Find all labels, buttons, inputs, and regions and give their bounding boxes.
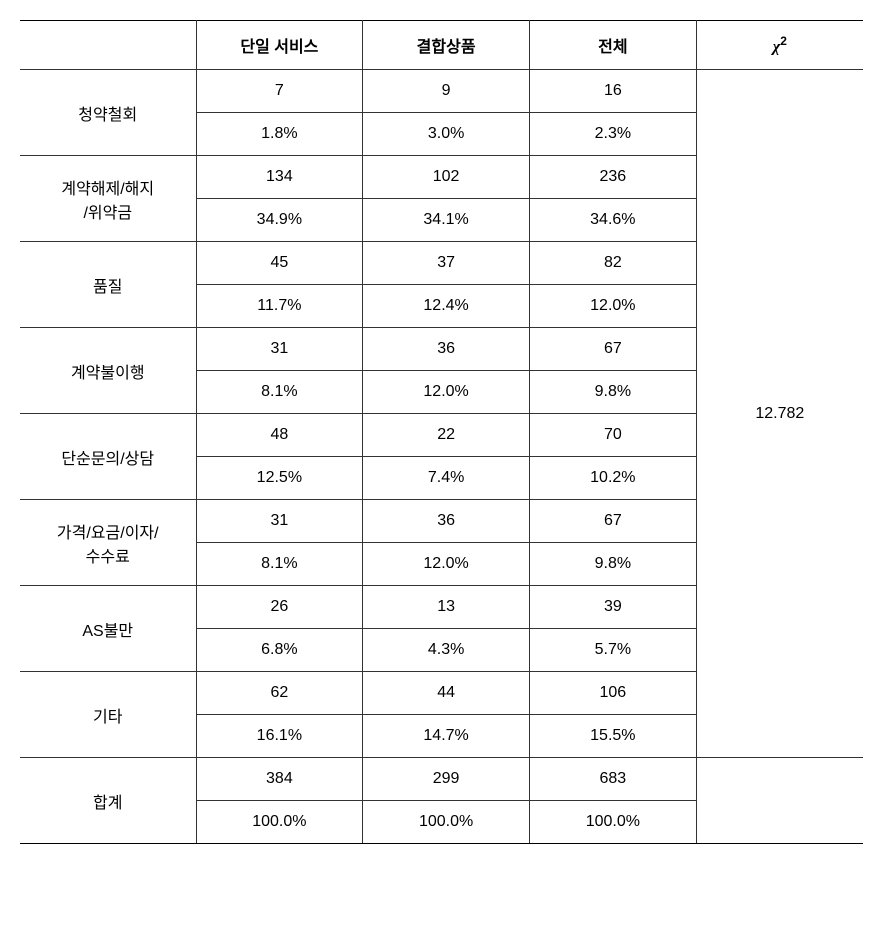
cell-count: 236 bbox=[529, 156, 696, 199]
cell-count: 44 bbox=[363, 672, 530, 715]
cell-count: 7 bbox=[196, 70, 363, 113]
cell-pct: 5.7% bbox=[529, 629, 696, 672]
cell-count: 70 bbox=[529, 414, 696, 457]
chi2-value: 12.782 bbox=[696, 70, 863, 758]
cell-count: 22 bbox=[363, 414, 530, 457]
row-label: 청약철회 bbox=[20, 70, 196, 156]
cell-pct: 7.4% bbox=[363, 457, 530, 500]
cell-count: 48 bbox=[196, 414, 363, 457]
cell-count: 9 bbox=[363, 70, 530, 113]
row-label: 계약해제/해지/위약금 bbox=[20, 156, 196, 242]
cell-count: 26 bbox=[196, 586, 363, 629]
cell-pct: 9.8% bbox=[529, 543, 696, 586]
row-label: 가격/요금/이자/수수료 bbox=[20, 500, 196, 586]
cell-pct: 1.8% bbox=[196, 113, 363, 156]
cell-count: 37 bbox=[363, 242, 530, 285]
cell-pct: 12.5% bbox=[196, 457, 363, 500]
cell-pct: 12.0% bbox=[529, 285, 696, 328]
cell-pct: 16.1% bbox=[196, 715, 363, 758]
cell-count: 134 bbox=[196, 156, 363, 199]
cell-pct: 2.3% bbox=[529, 113, 696, 156]
cell-count: 31 bbox=[196, 500, 363, 543]
chi-sup: 2 bbox=[780, 34, 787, 48]
cell-count: 13 bbox=[363, 586, 530, 629]
cell-count: 82 bbox=[529, 242, 696, 285]
cell-count: 16 bbox=[529, 70, 696, 113]
total-pct: 100.0% bbox=[529, 801, 696, 844]
cell-pct: 15.5% bbox=[529, 715, 696, 758]
cell-pct: 34.9% bbox=[196, 199, 363, 242]
cell-count: 62 bbox=[196, 672, 363, 715]
total-count: 683 bbox=[529, 758, 696, 801]
cell-count: 31 bbox=[196, 328, 363, 371]
cell-pct: 12.0% bbox=[363, 543, 530, 586]
cell-count: 106 bbox=[529, 672, 696, 715]
cell-count: 67 bbox=[529, 500, 696, 543]
total-pct: 100.0% bbox=[196, 801, 363, 844]
header-single-service: 단일 서비스 bbox=[196, 21, 363, 70]
cell-count: 39 bbox=[529, 586, 696, 629]
cell-pct: 11.7% bbox=[196, 285, 363, 328]
cell-pct: 12.4% bbox=[363, 285, 530, 328]
header-bundle: 결합상품 bbox=[363, 21, 530, 70]
statistics-table: 단일 서비스 결합상품 전체 χ2 청약철회791612.782 1.8%3.0%… bbox=[20, 20, 863, 844]
total-count: 299 bbox=[363, 758, 530, 801]
header-empty bbox=[20, 21, 196, 70]
cell-count: 67 bbox=[529, 328, 696, 371]
cell-pct: 12.0% bbox=[363, 371, 530, 414]
cell-count: 36 bbox=[363, 328, 530, 371]
row-label: AS불만 bbox=[20, 586, 196, 672]
header-total: 전체 bbox=[529, 21, 696, 70]
cell-count: 45 bbox=[196, 242, 363, 285]
cell-pct: 6.8% bbox=[196, 629, 363, 672]
cell-pct: 10.2% bbox=[529, 457, 696, 500]
cell-pct: 9.8% bbox=[529, 371, 696, 414]
row-label: 계약불이행 bbox=[20, 328, 196, 414]
cell-pct: 8.1% bbox=[196, 371, 363, 414]
total-count: 384 bbox=[196, 758, 363, 801]
header-chi-squared: χ2 bbox=[696, 21, 863, 70]
cell-pct: 4.3% bbox=[363, 629, 530, 672]
row-label: 품질 bbox=[20, 242, 196, 328]
cell-pct: 34.1% bbox=[363, 199, 530, 242]
cell-pct: 3.0% bbox=[363, 113, 530, 156]
row-label: 단순문의/상담 bbox=[20, 414, 196, 500]
total-label: 합계 bbox=[20, 758, 196, 844]
cell-pct: 34.6% bbox=[529, 199, 696, 242]
cell-count: 36 bbox=[363, 500, 530, 543]
chi2-empty bbox=[696, 758, 863, 844]
cell-pct: 14.7% bbox=[363, 715, 530, 758]
total-pct: 100.0% bbox=[363, 801, 530, 844]
row-label: 기타 bbox=[20, 672, 196, 758]
cell-pct: 8.1% bbox=[196, 543, 363, 586]
cell-count: 102 bbox=[363, 156, 530, 199]
